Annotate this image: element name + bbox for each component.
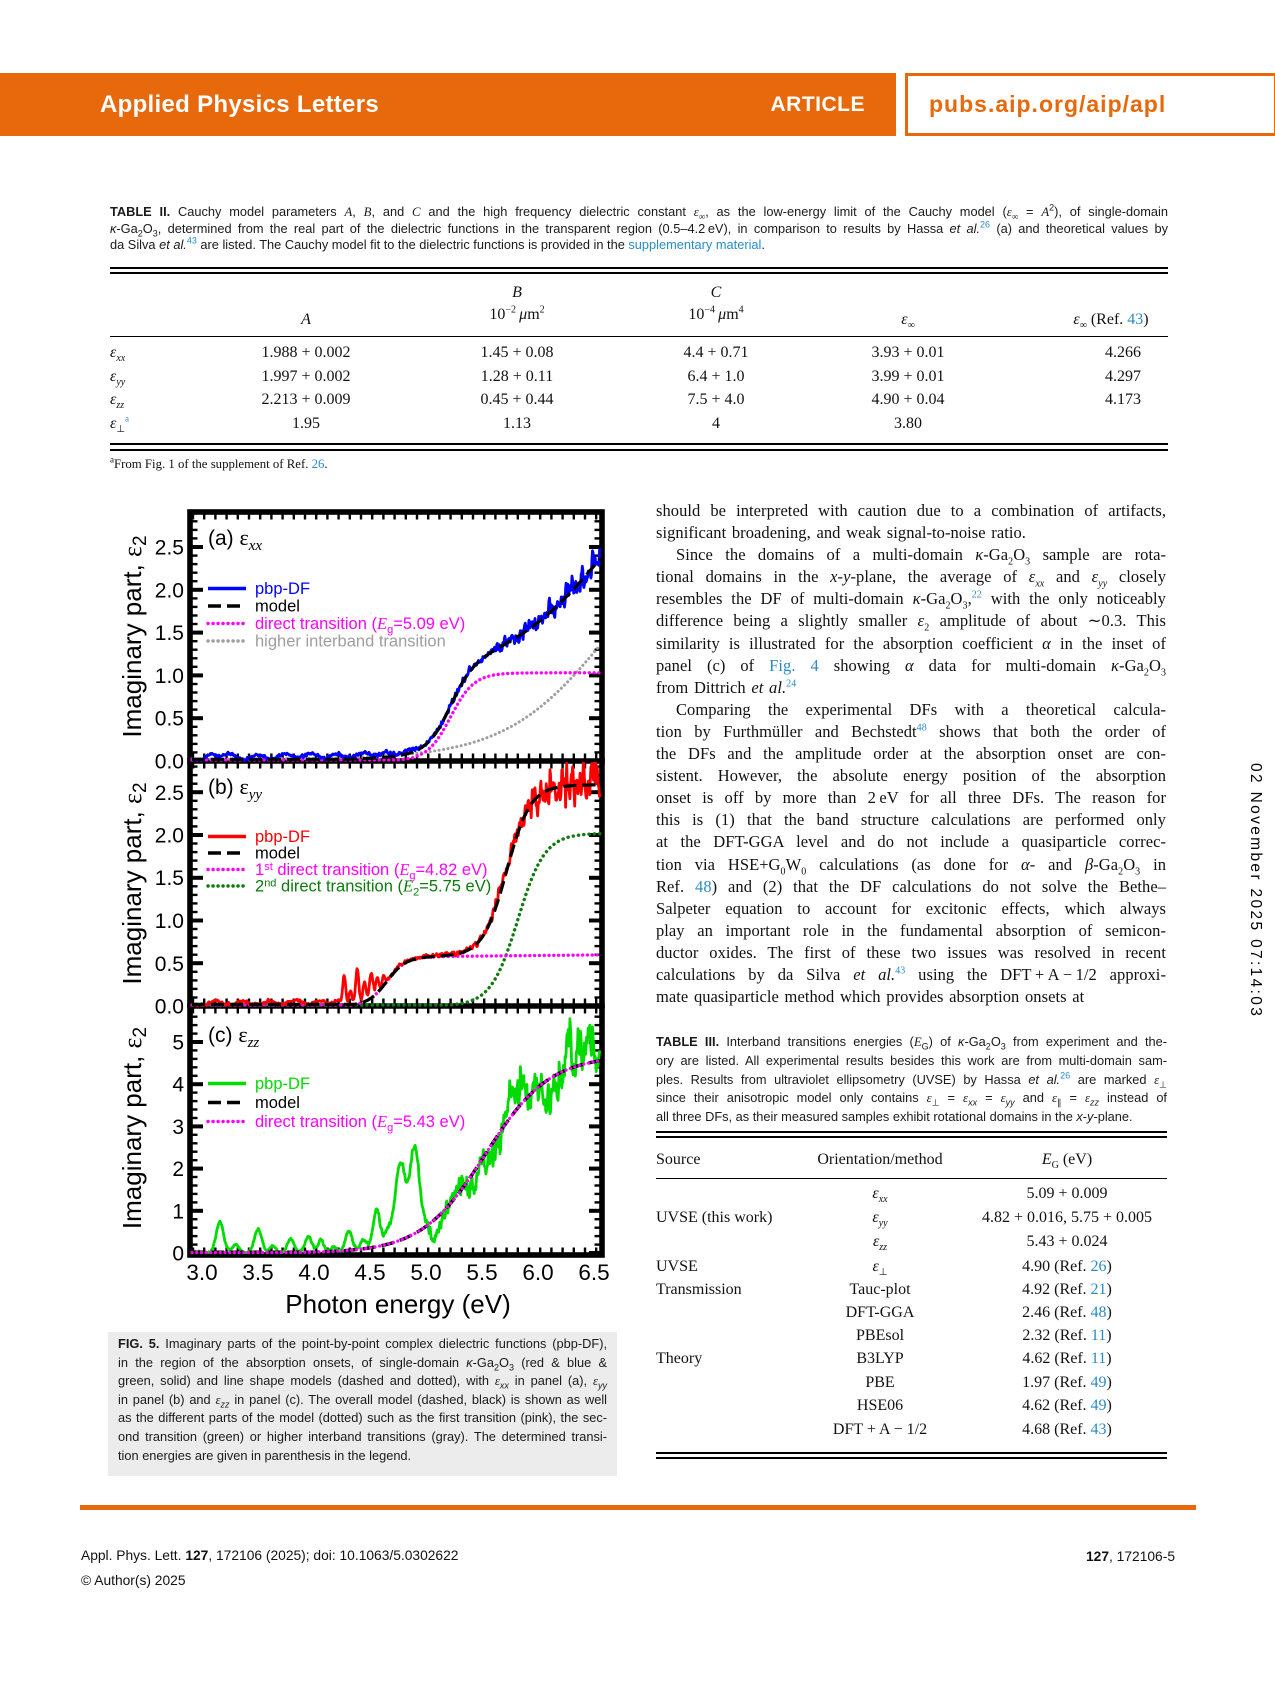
svg-text:0.0: 0.0 [155,751,184,774]
svg-text:6.0: 6.0 [522,1260,553,1285]
svg-text:pbp-DF: pbp-DF [255,1075,310,1093]
svg-text:1st direct transition (Eg=4.82: 1st direct transition (Eg=4.82 eV) [255,860,488,882]
svg-text:0: 0 [172,1243,184,1266]
svg-text:4: 4 [172,1074,184,1097]
svg-text:pbp-DF: pbp-DF [255,580,310,598]
svg-text:2: 2 [172,1158,184,1181]
svg-text:0.5: 0.5 [155,708,184,731]
svg-text:1: 1 [172,1200,184,1223]
svg-text:2.5: 2.5 [155,537,184,560]
svg-text:1.0: 1.0 [155,665,184,688]
svg-text:Photon energy (eV): Photon energy (eV) [285,1289,510,1319]
svg-text:Imaginary part, ε2: Imaginary part, ε2 [117,782,151,984]
svg-text:5.5: 5.5 [466,1260,497,1285]
svg-text:2.0: 2.0 [155,825,184,848]
svg-text:2.0: 2.0 [155,579,184,602]
svg-text:direct transition (Eg=5.43 eV): direct transition (Eg=5.43 eV) [255,1112,465,1134]
svg-text:1.5: 1.5 [155,867,184,890]
svg-text:(a) εxx: (a) εxx [208,525,262,554]
svg-text:4.5: 4.5 [354,1260,385,1285]
svg-text:2.5: 2.5 [155,782,184,805]
svg-text:(c) εzz: (c) εzz [208,1022,259,1051]
svg-text:(b) εyy: (b) εyy [208,774,262,803]
svg-text:0.5: 0.5 [155,953,184,976]
svg-text:5: 5 [172,1032,184,1055]
svg-text:Imaginary part, ε2: Imaginary part, ε2 [117,1027,151,1229]
svg-text:2nd direct transition (E2=5.75: 2nd direct transition (E2=5.75 eV) [255,877,491,899]
svg-text:1.0: 1.0 [155,910,184,933]
svg-text:5.0: 5.0 [410,1260,441,1285]
svg-text:3.5: 3.5 [242,1260,273,1285]
svg-text:model: model [255,845,300,863]
svg-text:pbp-DF: pbp-DF [255,828,310,846]
svg-text:4.0: 4.0 [298,1260,329,1285]
svg-text:direct transition (Eg=5.09 eV): direct transition (Eg=5.09 eV) [255,614,465,636]
svg-text:3: 3 [172,1116,184,1139]
svg-text:3.0: 3.0 [186,1260,217,1285]
svg-text:Imaginary part, ε2: Imaginary part, ε2 [117,535,151,737]
svg-text:6.5: 6.5 [578,1260,609,1285]
svg-text:1.5: 1.5 [155,622,184,645]
svg-text:model: model [255,598,300,616]
svg-text:0.0: 0.0 [155,996,184,1019]
svg-text:higher interband transition: higher interband transition [255,633,446,651]
svg-text:model: model [255,1094,300,1112]
